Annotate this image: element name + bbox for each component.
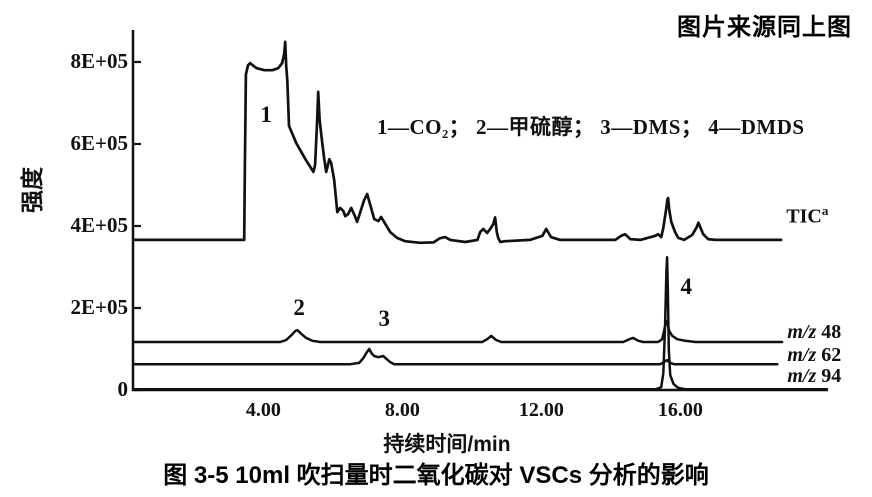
x-axis-label: 持续时间/min <box>383 433 511 456</box>
trace-mz94 <box>132 255 829 391</box>
axis-lines <box>131 30 828 392</box>
y-tick-label: 6E+05 <box>70 130 128 155</box>
peak-label-3: 3 <box>378 305 390 331</box>
peak-label-1: 1 <box>260 102 272 128</box>
peak-label-4: 4 <box>680 273 692 299</box>
source-note: 图片来源同上图 <box>677 14 852 41</box>
peak-legend: 1—CO₂； 2—甲硫醇； 3—DMS； 4—DMDS <box>377 115 805 139</box>
x-tick-label: 4.00 <box>245 399 281 421</box>
trace-mz62 <box>132 347 779 366</box>
tic-text: TIC <box>786 205 822 228</box>
tic-superscript: a <box>821 202 829 218</box>
trace-label-mz94: m/z 94 <box>787 365 841 388</box>
trace-mz48 <box>132 319 784 344</box>
x-tick-label: 16.00 <box>657 399 703 421</box>
trace-label-mz62: m/z 62 <box>787 344 841 367</box>
mz-italic-text: m/z <box>787 364 817 387</box>
trace-tic <box>131 40 783 245</box>
mz-number: 94 <box>816 364 842 387</box>
y-axis-label: 强度 <box>19 167 45 213</box>
mz-italic-text: m/z <box>787 321 817 343</box>
mz-number: 62 <box>816 343 842 366</box>
y-tick-label: 0 <box>117 377 129 401</box>
mz-italic-text: m/z <box>787 343 817 366</box>
trace-label-mz48: m/z 48 <box>787 321 841 344</box>
y-tick-label: 4E+05 <box>70 212 128 237</box>
x-tick-label: 8.00 <box>384 399 420 421</box>
y-tick-label: 8E+05 <box>70 48 128 73</box>
figure-caption: 图 3-5 10ml 吹扫量时二氧化碳对 VSCs 分析的影响 <box>163 462 709 489</box>
peak-label-2: 2 <box>293 294 305 320</box>
y-tick-label: 2E+05 <box>70 294 128 319</box>
x-tick-label: 12.00 <box>518 399 564 421</box>
mz-number: 48 <box>816 321 842 343</box>
trace-label-tic: TICa <box>786 203 828 229</box>
